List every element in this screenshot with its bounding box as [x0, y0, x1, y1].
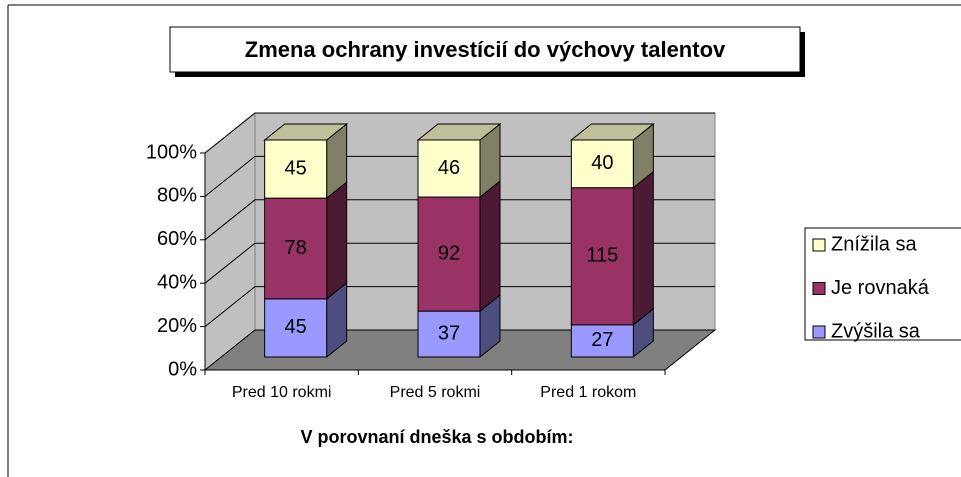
bar-side: [632, 170, 654, 326]
y-tick-label: 20%: [157, 315, 197, 337]
value-label: 45: [285, 157, 307, 179]
bar: [570, 170, 654, 326]
chart-title: Zmena ochrany investícií do výchovy tale…: [245, 37, 726, 62]
x-tick-label: Pred 1 rokom: [540, 384, 636, 401]
y-tick-label: 40%: [157, 271, 197, 293]
value-label: 45: [285, 316, 307, 338]
bar: [569, 122, 655, 189]
value-label: 40: [591, 152, 613, 174]
bar: [416, 122, 502, 199]
grid-line: [204, 286, 715, 327]
x-tick-label: Pred 5 rokmi: [390, 384, 481, 401]
legend-swatch: [812, 238, 826, 252]
bar: [264, 281, 348, 359]
grid-line: [204, 242, 715, 284]
bar-front: [570, 139, 634, 189]
bar-side: [326, 181, 348, 300]
value-label: 92: [438, 242, 460, 264]
title-box: [169, 26, 801, 73]
value-label: 46: [438, 157, 460, 179]
bar-front: [264, 139, 328, 199]
bar-front: [417, 196, 481, 312]
value-label: 78: [285, 237, 307, 259]
y-tick-label: 60%: [157, 228, 197, 250]
grid-line: [204, 155, 715, 197]
y-tick-label: 100%: [146, 141, 197, 163]
bar: [417, 294, 501, 359]
bar-front: [417, 310, 481, 358]
bar: [417, 179, 501, 313]
value-label: 115: [586, 245, 618, 267]
value-label: 37: [438, 322, 460, 344]
bar-front: [264, 197, 328, 300]
bar-front: [264, 298, 328, 358]
bar: [570, 307, 654, 359]
y-tick-label: 0%: [168, 358, 197, 380]
legend-swatch: [812, 325, 826, 339]
bar-front: [417, 139, 481, 198]
x-tick-label: Pred 10 rokmi: [232, 384, 332, 401]
bar: [264, 181, 348, 300]
bar-front: [570, 187, 634, 326]
grid-line: [204, 112, 715, 154]
grid-line: [204, 199, 715, 241]
y-tick-label: 80%: [157, 185, 197, 207]
legend-box: [804, 227, 961, 341]
legend-swatch: [812, 282, 826, 295]
bar-front: [570, 324, 634, 358]
value-label: 27: [591, 329, 613, 351]
legend-label: Zvýšila sa: [831, 320, 921, 342]
side-wall: [204, 111, 256, 372]
legend-label: Znížila sa: [831, 233, 917, 255]
x-axis-title: V porovnaní dneška s obdobím:: [300, 427, 573, 447]
bar: [263, 122, 349, 200]
bar-side: [479, 179, 501, 313]
legend-label: Je rovnaká: [831, 277, 930, 299]
